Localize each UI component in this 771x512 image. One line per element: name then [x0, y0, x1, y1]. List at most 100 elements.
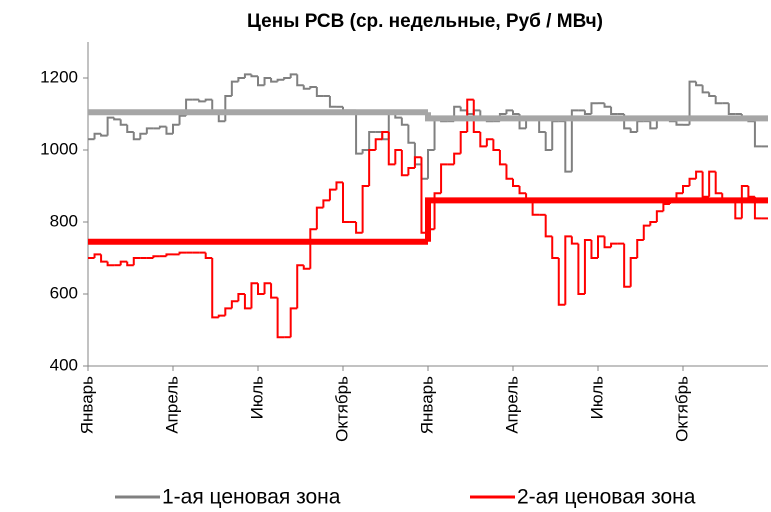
step-segment	[551, 236, 559, 259]
step-segment	[289, 307, 298, 338]
step-segment	[100, 254, 108, 263]
step-segment	[355, 222, 363, 234]
x-tick-label: Октябрь	[672, 376, 691, 442]
step-segment	[217, 114, 226, 123]
step-segment	[472, 99, 481, 133]
step-segment	[636, 239, 644, 258]
step-segment	[289, 73, 298, 78]
step-segment	[479, 132, 487, 148]
step-segment	[570, 109, 579, 172]
step-segment	[590, 102, 598, 114]
step-segment	[505, 164, 513, 180]
step-segment	[243, 73, 252, 78]
chart-title: Цены РСВ (ср. недельные, Руб / МВч)	[247, 11, 603, 32]
step-segment	[747, 186, 755, 198]
step-segment	[642, 224, 651, 240]
step-segment	[603, 236, 612, 249]
step-segment	[172, 123, 180, 134]
step-segment	[126, 124, 134, 133]
step-segment	[577, 243, 585, 295]
step-segment	[740, 185, 749, 219]
mean-line	[425, 112, 768, 122]
step-segment	[230, 300, 239, 309]
step-segment	[381, 131, 389, 140]
step-segment	[407, 167, 415, 176]
step-segment	[132, 132, 141, 141]
step-segment	[315, 206, 324, 230]
step-segment	[564, 121, 572, 173]
step-segment	[283, 77, 291, 80]
step-segment	[145, 127, 154, 134]
x-tick-label: Январь	[77, 376, 96, 434]
step-segment	[296, 264, 304, 309]
step-segment	[498, 150, 507, 166]
step-segment	[263, 77, 272, 86]
step-segment	[335, 181, 343, 190]
step-segment	[328, 188, 337, 201]
step-segment	[682, 185, 690, 194]
step-segment	[217, 314, 226, 318]
step-segment	[695, 170, 703, 179]
step-segment	[394, 149, 402, 165]
x-tick-label: Октябрь	[332, 376, 351, 442]
step-segment	[400, 117, 409, 126]
step-segment	[714, 96, 723, 105]
step-segment	[695, 81, 703, 87]
step-segment	[93, 253, 102, 258]
step-segment	[93, 132, 102, 140]
step-segment	[100, 133, 108, 137]
step-segment	[119, 260, 128, 266]
step-segment	[459, 131, 468, 154]
legend-label: 1-ая ценовая зона	[162, 486, 341, 509]
x-tick-label: Январь	[417, 376, 436, 434]
step-segment	[727, 103, 736, 115]
step-segment	[433, 116, 442, 150]
step-segment	[505, 109, 513, 114]
step-segment	[315, 87, 324, 97]
step-segment	[753, 196, 762, 220]
step-segment	[708, 92, 716, 97]
step-segment	[597, 235, 605, 258]
step-segment	[629, 128, 638, 133]
step-segment	[655, 210, 664, 222]
step-segment	[132, 257, 141, 266]
step-segment	[230, 80, 239, 96]
step-segment	[374, 138, 383, 150]
step-segment	[158, 125, 167, 129]
mean-line	[425, 197, 768, 242]
x-tick-label: Июль	[587, 376, 606, 420]
step-segment	[302, 85, 311, 90]
step-segment	[649, 221, 657, 226]
step-segment	[440, 163, 448, 194]
step-segment	[551, 120, 559, 150]
step-segment	[178, 114, 187, 125]
step-segment	[636, 120, 644, 132]
step-segment	[224, 95, 232, 122]
step-segment	[433, 192, 442, 230]
step-segment	[250, 74, 258, 78]
step-segment	[152, 255, 160, 258]
step-segment	[675, 121, 683, 126]
step-segment	[198, 99, 206, 103]
x-tick-label: Апрель	[502, 376, 521, 434]
step-segment	[204, 98, 213, 102]
step-segment	[623, 243, 631, 288]
step-segment	[165, 253, 173, 257]
step-segment	[165, 126, 173, 135]
step-segment	[270, 78, 278, 83]
step-segment	[257, 76, 265, 87]
step-segment	[714, 171, 723, 195]
y-tick-label: 1000	[40, 139, 78, 158]
y-tick-label: 400	[50, 355, 78, 374]
step-segment	[126, 261, 134, 267]
step-segment	[309, 228, 317, 269]
step-segment	[119, 119, 128, 126]
step-segment	[387, 132, 396, 166]
step-segment	[649, 121, 657, 130]
step-segment	[276, 78, 285, 82]
step-segment	[538, 117, 546, 133]
step-segment	[453, 152, 461, 165]
step-segment	[250, 282, 258, 309]
step-segment	[407, 124, 415, 144]
